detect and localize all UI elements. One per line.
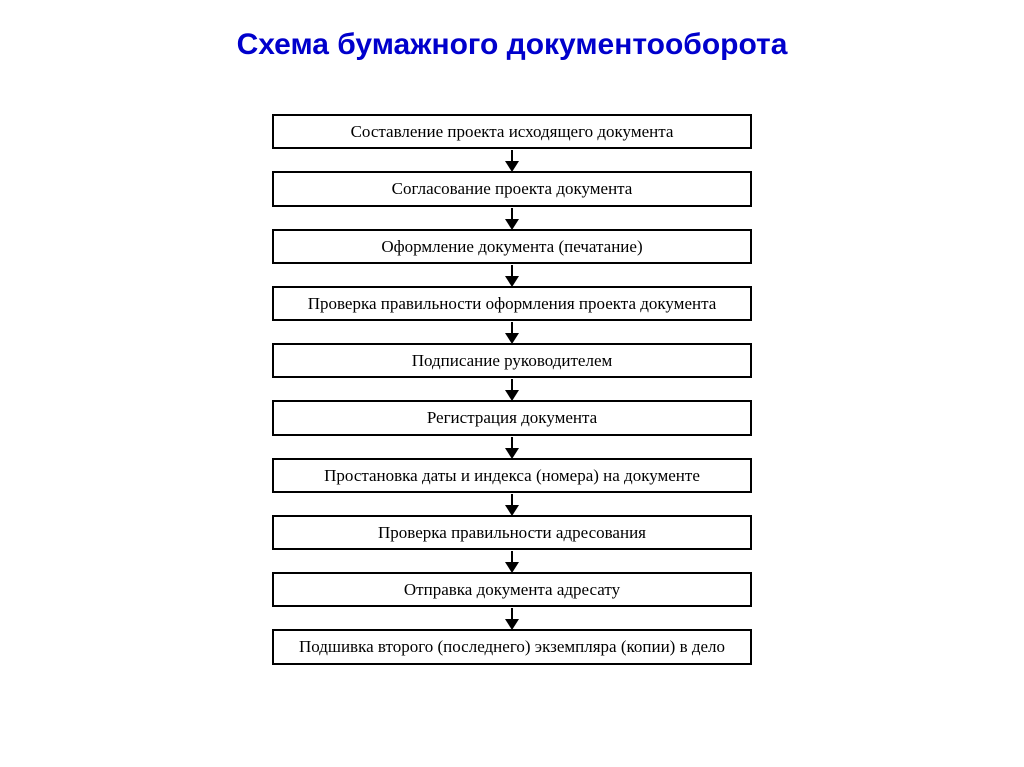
- arrow-down-icon: [505, 606, 519, 630]
- arrow-down-icon: [505, 549, 519, 573]
- arrow-down-icon: [505, 377, 519, 401]
- arrow-down-icon: [505, 148, 519, 172]
- arrow-down-icon: [505, 320, 519, 344]
- arrow-down-icon: [505, 206, 519, 230]
- arrow-down-icon: [505, 435, 519, 459]
- flow-step: Подписание руководителем: [272, 343, 752, 378]
- flow-step: Согласование проекта документа: [272, 171, 752, 206]
- arrow-down-icon: [505, 492, 519, 516]
- flowchart-container: Составление проекта исходящего документа…: [262, 114, 762, 665]
- flow-step: Регистрация документа: [272, 400, 752, 435]
- flow-step: Оформление документа (печатание): [272, 229, 752, 264]
- flow-step: Проверка правильности оформления проекта…: [272, 286, 752, 321]
- page-title: Схема бумажного документооборота: [237, 28, 788, 62]
- flow-step: Простановка даты и индекса (номера) на д…: [272, 458, 752, 493]
- flow-step: Подшивка второго (последнего) экземпляра…: [272, 629, 752, 664]
- flow-step: Отправка документа адресату: [272, 572, 752, 607]
- arrow-down-icon: [505, 263, 519, 287]
- flow-step: Проверка правильности адресования: [272, 515, 752, 550]
- flow-step: Составление проекта исходящего документа: [272, 114, 752, 149]
